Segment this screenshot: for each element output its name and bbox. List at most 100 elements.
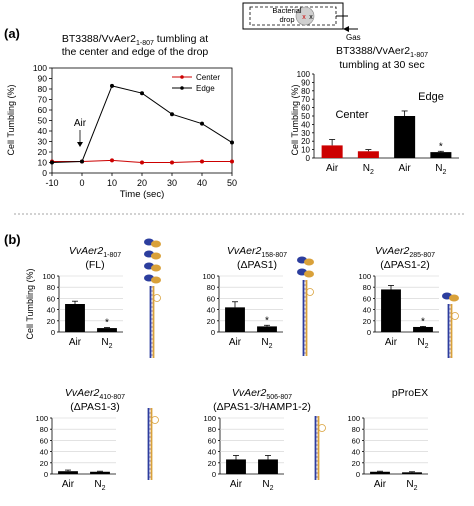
y-tick-label: 80 xyxy=(363,283,371,292)
chart-title-line1: VvAer21-807 xyxy=(69,245,121,259)
legend-center-marker xyxy=(180,75,184,79)
chart-title-sub: 1-807 xyxy=(103,252,121,259)
x-tick-label: 0 xyxy=(79,178,84,188)
timecourse-title-line1: BT3388/VvAer21-807 tumbling at xyxy=(62,33,208,47)
y-tick-label: 40 xyxy=(208,448,216,457)
30sec-x-labels: Air N2 Air N2 xyxy=(326,163,447,176)
x-tick-label: 10 xyxy=(107,178,117,188)
data-point-edge xyxy=(140,91,144,96)
hamp-loop xyxy=(318,424,326,432)
x-tick-label: 30 xyxy=(167,178,177,188)
bar xyxy=(97,328,117,332)
legend-edge-label: Edge xyxy=(196,84,215,93)
drop-label-1: Bacterial xyxy=(272,6,302,15)
y-tick-label: 60 xyxy=(38,105,48,115)
bar-chart-b-dpas12: VvAer2285-807(ΔPAS1-2) 0 20 40 60 80 100 Air * N2 xyxy=(358,245,439,350)
bar xyxy=(413,326,433,332)
data-point-center xyxy=(140,160,144,165)
bar xyxy=(402,472,422,474)
structure-dpas12 xyxy=(442,292,459,358)
category-label-subscript: 2 xyxy=(269,343,273,350)
pas-domain-gold xyxy=(304,258,314,266)
drop-circle xyxy=(295,6,315,26)
y-tick-label: 90 xyxy=(301,78,310,87)
category-label-main: N xyxy=(406,479,413,490)
y-tick-label: 20 xyxy=(301,137,310,146)
y-tick-label: 30 xyxy=(38,137,48,147)
chart-title-line1: VvAer2285-807 xyxy=(375,245,435,259)
y-tick-label: 0 xyxy=(44,470,48,479)
chart-title-line2: (ΔPAS1) xyxy=(237,259,277,271)
timecourse-y-label: Cell Tumbling (%) xyxy=(6,84,16,155)
bar xyxy=(430,152,452,158)
gas-arrow-icon xyxy=(343,26,349,32)
data-point-center xyxy=(230,159,234,164)
category-label-main: N xyxy=(363,163,370,174)
chart-title-line1: VvAer2410-807 xyxy=(65,387,125,401)
y-tick-label: 100 xyxy=(203,414,216,423)
chart-title-line1: pProEX xyxy=(392,387,428,399)
y-tick-label: 30 xyxy=(301,129,310,138)
bar xyxy=(90,471,110,474)
bar-chart-b-dpas13: VvAer2410-807(ΔPAS1-3) 0 20 40 60 80 100 Air N2 xyxy=(35,387,125,492)
pas-domain-gold xyxy=(151,276,161,284)
bar-chart-b-fl: VvAer21-807(FL) Cell Tumbling (%) 0 20 40 60 8… xyxy=(25,245,123,350)
y-tick-label: 60 xyxy=(47,294,55,303)
bar xyxy=(370,471,390,474)
category-label: Air xyxy=(385,337,398,348)
bar xyxy=(58,471,78,474)
y-tick-label: 20 xyxy=(47,317,55,326)
y-tick-label: 0 xyxy=(211,328,215,337)
category-label-main: N xyxy=(261,337,268,348)
30sec-title-sub: 1-807 xyxy=(410,52,428,59)
category-label-main: N xyxy=(417,337,424,348)
y-tick-label: 70 xyxy=(301,95,310,104)
group-label-edge: Edge xyxy=(418,91,444,103)
category-label: Air xyxy=(230,479,243,490)
data-point-center xyxy=(110,158,114,163)
chart-title-line1: VvAer2506-807 xyxy=(232,387,292,401)
y-tick-label: 80 xyxy=(352,425,360,434)
timecourse-title-rest: tumbling at xyxy=(154,33,208,45)
category-label-subscript: 2 xyxy=(102,485,106,492)
edge-mark: x xyxy=(309,14,313,21)
y-tick-label: 100 xyxy=(202,272,215,281)
chart-title-sub: 506-807 xyxy=(266,394,292,401)
y-tick-label: 0 xyxy=(42,168,47,178)
chart-y-label: Cell Tumbling (%) xyxy=(25,268,35,339)
hamp-loop xyxy=(151,416,159,424)
y-tick-label: 40 xyxy=(363,306,371,315)
timecourse-chart: BT3388/VvAer21-807 tumbling at the cente… xyxy=(6,33,237,200)
y-tick-label: 100 xyxy=(42,272,55,281)
data-point-edge xyxy=(80,159,84,164)
y-tick-label: 100 xyxy=(35,414,48,423)
30sec-chart: BT3388/VvAer21-807 tumbling at 30 sec 01… xyxy=(290,45,459,176)
y-tick-label: 40 xyxy=(207,306,215,315)
y-tick-label: 60 xyxy=(40,436,48,445)
30sec-title-line1: BT3388/VvAer21-807 xyxy=(336,45,428,59)
y-tick-label: 60 xyxy=(207,294,215,303)
y-tick-label: 100 xyxy=(33,63,47,73)
y-tick-label: 50 xyxy=(301,112,310,121)
bar xyxy=(357,151,379,158)
category-label: Air xyxy=(229,337,242,348)
bar-chart-b-pproex: pProEX 0 20 40 60 80 100 Air N2 xyxy=(347,387,428,492)
y-tick-label: 20 xyxy=(207,317,215,326)
data-point-center xyxy=(170,160,174,165)
category-label: N2 xyxy=(435,163,446,176)
y-tick-label: 100 xyxy=(347,414,360,423)
x-tick-label: 50 xyxy=(227,178,237,188)
30sec-bars: * xyxy=(321,110,452,158)
structure-dpas13hamp xyxy=(314,416,326,480)
bar xyxy=(65,304,85,332)
chart-title-main: VvAer2 xyxy=(69,245,104,257)
y-tick-label: 60 xyxy=(208,436,216,445)
structure-illustrations xyxy=(144,238,459,480)
category-label: N2 xyxy=(261,337,272,350)
category-label-subscript: 2 xyxy=(370,169,374,176)
y-tick-label: 100 xyxy=(358,272,371,281)
significance-mark: * xyxy=(105,318,109,329)
significance-mark: * xyxy=(439,141,443,152)
